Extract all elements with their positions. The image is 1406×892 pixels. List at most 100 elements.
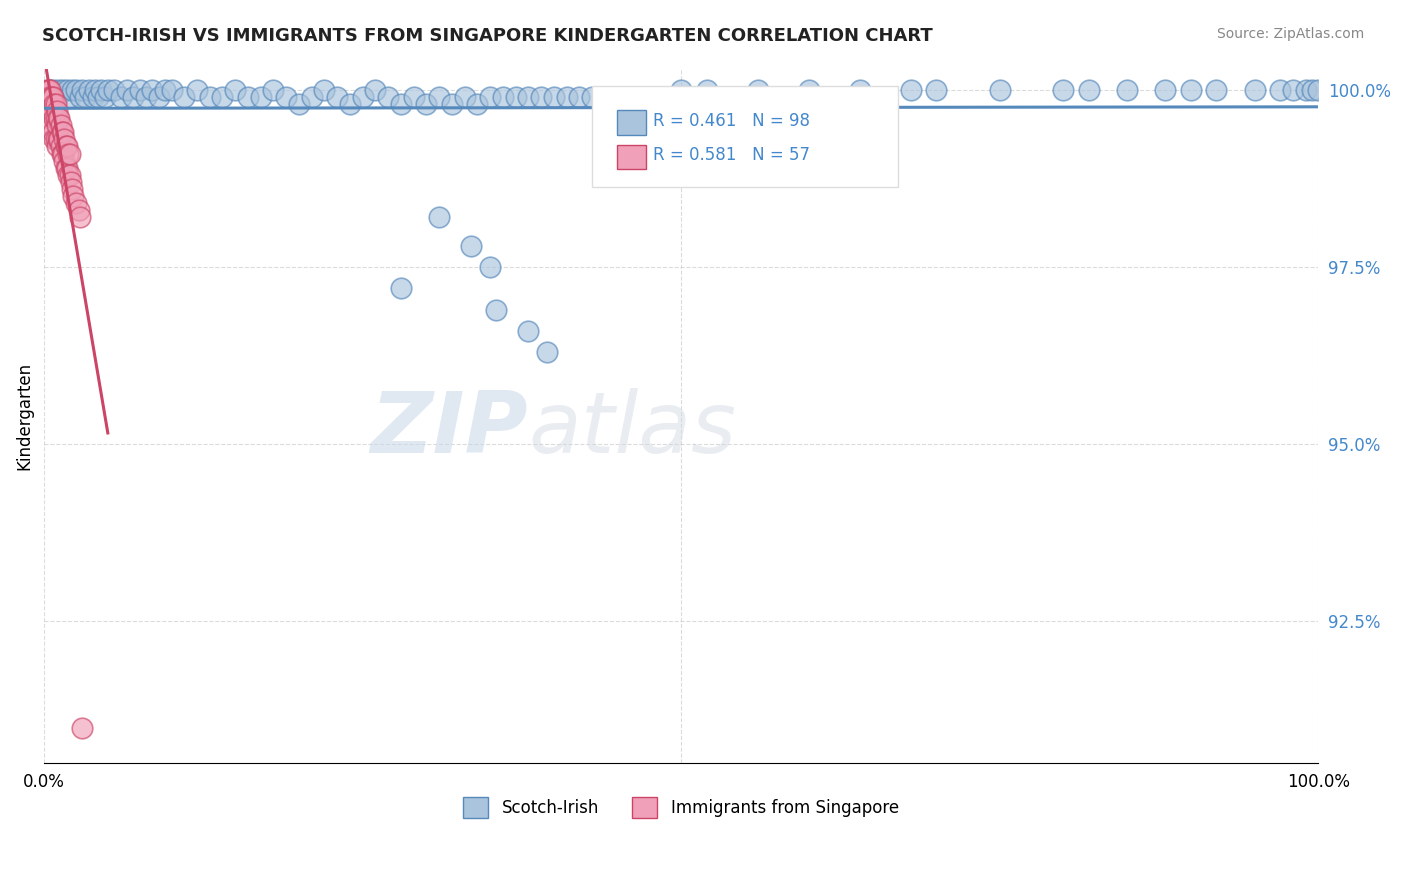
Point (173, 90, 195, 104)
Point (485, 302, 508, 317)
Point (37, 90, 59, 104)
Point (186, 83, 208, 97)
Point (39, 118, 62, 132)
Point (52, 125, 75, 139)
Point (517, 324, 540, 338)
Point (148, 90, 170, 104)
Legend: Scotch-Irish, Immigrants from Singapore: Scotch-Irish, Immigrants from Singapore (457, 790, 905, 824)
Point (45, 90, 67, 104)
Point (38, 97, 60, 112)
Point (39, 83, 62, 97)
Point (135, 90, 157, 104)
Point (103, 83, 125, 97)
Point (631, 90, 654, 104)
Point (536, 345, 558, 359)
Point (39, 90, 62, 104)
Point (58, 90, 80, 104)
Point (696, 83, 718, 97)
Point (669, 83, 692, 97)
Point (39, 83, 62, 97)
Text: atlas: atlas (529, 388, 737, 471)
Point (427, 90, 450, 104)
Point (644, 90, 666, 104)
Text: R = 0.461   N = 98: R = 0.461 N = 98 (654, 112, 810, 129)
Point (925, 83, 948, 97)
Point (555, 90, 578, 104)
Point (48, 83, 70, 97)
Point (141, 83, 163, 97)
FancyBboxPatch shape (592, 86, 898, 186)
Point (211, 90, 233, 104)
Point (49, 139, 72, 153)
Point (69, 211, 91, 225)
Point (402, 90, 425, 104)
Point (59, 175, 82, 189)
Point (262, 83, 284, 97)
Point (37, 103, 59, 118)
Point (37, 97, 59, 112)
Point (900, 83, 922, 97)
Point (97, 83, 120, 97)
Point (48, 132, 70, 146)
Point (77, 83, 100, 97)
Point (492, 90, 515, 104)
Point (479, 260, 502, 274)
Point (53, 153, 76, 168)
Point (35, 97, 58, 112)
Point (1301, 83, 1323, 97)
Point (314, 83, 336, 97)
Point (389, 97, 412, 112)
Point (153, 83, 176, 97)
Point (339, 97, 361, 112)
Point (1077, 83, 1099, 97)
Point (56, 83, 79, 97)
Point (160, 83, 183, 97)
Point (49, 118, 72, 132)
Point (72, 721, 94, 735)
Point (1243, 83, 1265, 97)
Point (38, 111, 60, 125)
Point (72, 83, 94, 97)
Point (52, 146, 75, 161)
Point (543, 90, 565, 104)
Point (517, 90, 540, 104)
Point (41, 103, 63, 118)
Point (58, 146, 80, 161)
Point (84, 83, 107, 97)
Point (42, 125, 65, 139)
Point (288, 97, 311, 112)
Point (797, 83, 820, 97)
Point (65, 83, 87, 97)
Point (352, 90, 374, 104)
Point (48, 111, 70, 125)
Point (593, 90, 616, 104)
Point (110, 90, 132, 104)
Point (440, 97, 463, 112)
Point (62, 189, 84, 203)
Point (873, 90, 896, 104)
Point (60, 182, 83, 196)
Point (236, 90, 259, 104)
Point (1154, 83, 1177, 97)
Point (38, 83, 60, 97)
Point (69, 90, 91, 104)
Point (460, 238, 482, 252)
Point (35, 90, 58, 104)
Point (415, 97, 437, 112)
Point (45, 97, 67, 112)
Point (115, 83, 138, 97)
Point (38, 90, 60, 104)
Point (479, 90, 502, 104)
Point (41, 118, 63, 132)
Point (73, 90, 96, 104)
Point (90, 83, 112, 97)
Point (55, 139, 77, 153)
Y-axis label: Kindergarten: Kindergarten (15, 362, 32, 470)
Text: ZIP: ZIP (371, 388, 529, 471)
FancyBboxPatch shape (617, 111, 645, 135)
Point (1205, 83, 1227, 97)
Point (823, 90, 845, 104)
Point (1268, 83, 1291, 97)
Point (56, 139, 79, 153)
Point (51, 125, 73, 139)
